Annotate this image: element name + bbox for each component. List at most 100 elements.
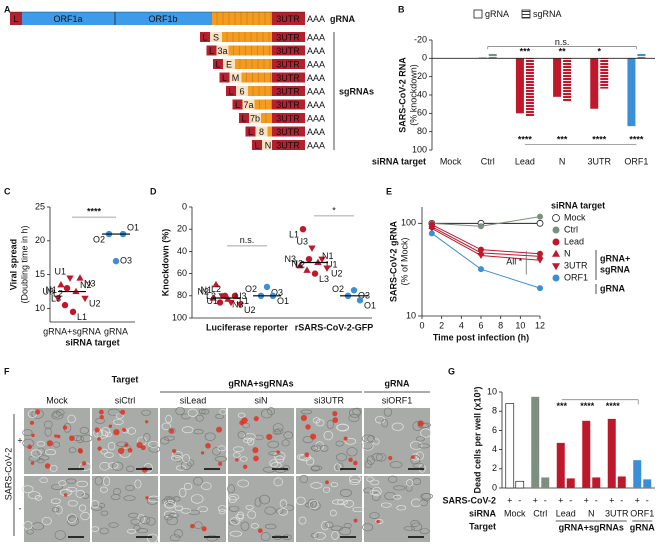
bar: [590, 58, 599, 109]
cell: [312, 417, 321, 424]
cell: [240, 521, 250, 531]
dead-cell: [44, 463, 51, 469]
cell: [245, 504, 254, 510]
cell: [375, 519, 384, 524]
legend-label: Mock: [564, 212, 586, 222]
bar: [556, 442, 565, 488]
cell: [190, 494, 204, 504]
cell: [44, 427, 52, 437]
panel-letter: F: [4, 366, 10, 376]
y-axis-title: (% knockdown): [408, 64, 418, 126]
point: [231, 292, 239, 299]
infection-label: -: [544, 495, 547, 505]
series-line: [431, 226, 541, 257]
cell: [282, 504, 295, 512]
polya-label: AAA: [307, 59, 325, 69]
dead-cell: [343, 436, 348, 441]
orf-label: ORF1a: [53, 14, 82, 24]
cell: [34, 494, 42, 501]
cell: [320, 444, 329, 452]
y-axis-title: (Doubling time in h): [19, 225, 29, 303]
y-tick-label: 100: [412, 144, 427, 154]
cell: [58, 480, 67, 486]
cell: [126, 528, 137, 534]
cell: [178, 488, 187, 498]
y-axis-title: Dead cells per well (x10³): [472, 386, 482, 493]
dead-cell: [97, 446, 102, 451]
cell: [300, 409, 313, 415]
cell: [281, 439, 290, 447]
cell: [54, 505, 63, 515]
leader-label: L: [209, 46, 214, 56]
cell: [65, 478, 77, 484]
cell: [36, 441, 46, 447]
cell: [186, 459, 195, 467]
cell: [104, 431, 112, 438]
cell: [110, 493, 121, 501]
cell: [115, 413, 124, 419]
dead-cell: [81, 461, 87, 466]
leader-segment: [226, 86, 236, 96]
cell: [173, 529, 184, 538]
cell: [272, 429, 282, 435]
x-axis-title: siRNA target: [372, 156, 426, 166]
orf-segment: [22, 12, 212, 25]
infection-label: -: [595, 495, 598, 505]
utr-segment: [272, 86, 305, 96]
sgrna-label: sgRNAs: [339, 86, 374, 96]
significance: ****: [580, 401, 595, 411]
gene-label: S: [213, 32, 219, 42]
legend-swatch: [473, 9, 483, 19]
x-tick-label: 2: [439, 320, 444, 330]
leader-segment: [213, 59, 223, 69]
cell: [168, 512, 179, 519]
dead-cell: [276, 450, 280, 454]
cell: [403, 525, 415, 531]
significance: ****: [87, 207, 102, 217]
cell: [148, 445, 161, 453]
dead-cell: [190, 523, 195, 529]
column-label: siN: [255, 395, 268, 405]
point-label: O1: [277, 296, 289, 306]
dead-cell: [305, 424, 311, 430]
cell: [272, 423, 284, 433]
dead-cell: [136, 442, 143, 449]
significance: *: [597, 46, 601, 56]
cell: [237, 431, 246, 439]
cell: [165, 502, 175, 509]
infection-label: -: [646, 495, 649, 505]
cell: [405, 484, 413, 492]
cell: [51, 411, 64, 420]
cell: [136, 528, 149, 534]
cell: [183, 482, 193, 491]
cell: [198, 408, 206, 415]
series-line: [431, 224, 541, 255]
cell: [418, 443, 431, 449]
cell: [51, 507, 60, 513]
cell: [67, 499, 78, 507]
leader-segment: [200, 32, 210, 42]
x-tick-label: 3UTR: [587, 156, 611, 166]
utr-label: 3UTR: [276, 59, 300, 69]
cell: [393, 485, 406, 491]
cell: [247, 510, 257, 519]
cell: [182, 454, 190, 463]
dead-cell: [201, 526, 207, 532]
header: Target: [112, 374, 139, 384]
point-label: N1: [322, 251, 334, 261]
cell: [274, 455, 285, 463]
cell: [371, 486, 382, 497]
y-tick-label: 20: [417, 71, 427, 81]
cell: [108, 522, 119, 528]
x-tick-label: 4: [459, 320, 464, 330]
gene-label-box: [249, 113, 261, 123]
point: [314, 258, 322, 266]
cell: [217, 505, 227, 512]
column-label: siLead: [180, 395, 207, 405]
y-axis-title: SARS-CoV-2 RNA: [397, 57, 407, 133]
point: [54, 295, 62, 303]
x-tick-label: Ctrl: [533, 508, 547, 518]
leader-label: L: [202, 32, 207, 42]
panel-letter: D: [150, 186, 157, 196]
point: [350, 287, 358, 294]
